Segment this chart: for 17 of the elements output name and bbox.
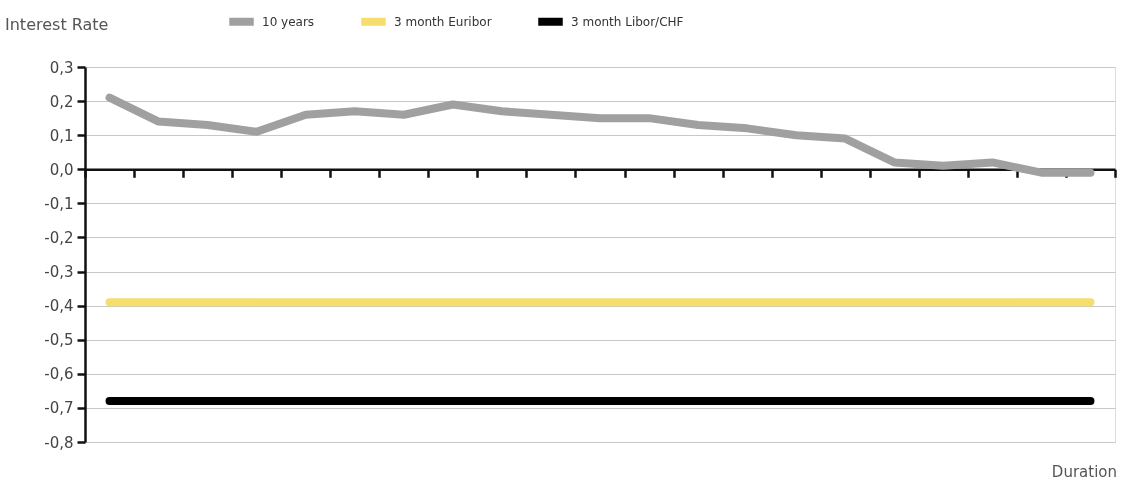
y-tick-label: -0,8 <box>44 433 74 452</box>
y-tick-label: 0,0 <box>49 160 74 179</box>
legend-label: 3 month Libor/CHF <box>571 14 684 29</box>
y-tick-label: -0,6 <box>44 365 74 384</box>
legend-label: 3 month Euribor <box>394 14 492 29</box>
x-axis-title: Duration <box>1051 463 1117 481</box>
legend-label: 10 years <box>262 14 315 29</box>
y-tick-label: 0,2 <box>49 92 74 111</box>
y-axis-title: Interest Rate <box>5 15 109 34</box>
y-tick-label: -0,4 <box>44 297 74 316</box>
y-tick-label: -0,2 <box>44 228 74 247</box>
y-tick-label: 0,1 <box>49 126 74 145</box>
y-tick-label: -0,5 <box>44 331 74 350</box>
y-tick-label: -0,1 <box>44 194 74 213</box>
y-tick-label: -0,3 <box>44 263 74 282</box>
y-tick-label: -0,7 <box>44 399 74 418</box>
y-tick-label: 0,3 <box>49 58 74 77</box>
